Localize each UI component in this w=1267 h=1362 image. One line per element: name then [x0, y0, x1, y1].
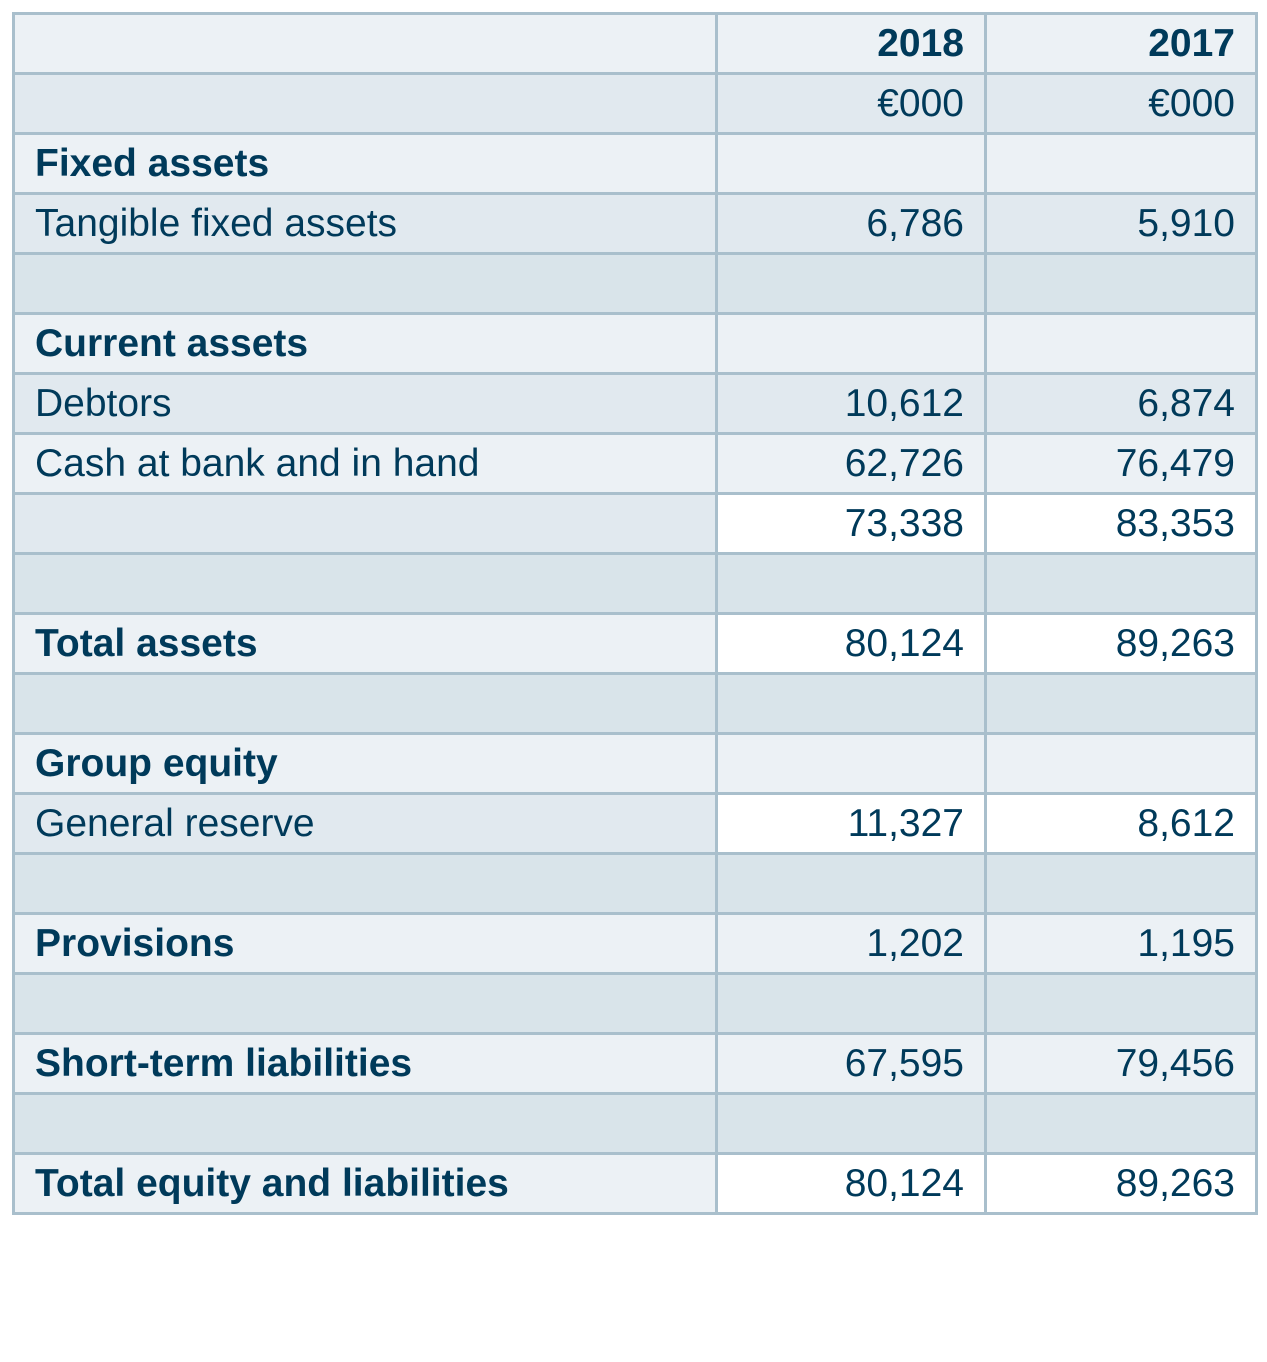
value-2018: 67,595	[715, 1032, 987, 1095]
table-row: General reserve 11,327 8,612	[12, 792, 1258, 855]
table-row: Short-term liabilities 67,595 79,456	[12, 1032, 1258, 1095]
value-2018: 73,338	[715, 492, 987, 555]
row-label: Debtors	[12, 372, 718, 435]
spacer-row	[12, 252, 1258, 315]
table-row: Provisions 1,202 1,195	[12, 912, 1258, 975]
row-label: Total assets	[12, 612, 718, 675]
value-2018: 10,612	[715, 372, 987, 435]
value-2018: 11,327	[715, 792, 987, 855]
table-row: Total equity and liabilities 80,124 89,263	[12, 1152, 1258, 1215]
value-2017	[984, 732, 1258, 795]
value-2018	[715, 732, 987, 795]
value-2017	[984, 132, 1258, 195]
value-2017	[984, 1092, 1258, 1155]
row-label	[12, 972, 718, 1035]
spacer-row	[12, 972, 1258, 1035]
value-2017	[984, 972, 1258, 1035]
value-2017: 89,263	[984, 612, 1258, 675]
row-label: General reserve	[12, 792, 718, 855]
row-label	[12, 252, 718, 315]
value-2017	[984, 312, 1258, 375]
value-2017: 8,612	[984, 792, 1258, 855]
spacer-row	[12, 852, 1258, 915]
table-row: Debtors 10,612 6,874	[12, 372, 1258, 435]
row-label: Group equity	[12, 732, 718, 795]
spacer-row	[12, 1092, 1258, 1155]
table-row: Current assets	[12, 312, 1258, 375]
value-2017: 76,479	[984, 432, 1258, 495]
value-2017: 89,263	[984, 1152, 1258, 1215]
row-label: Cash at bank and in hand	[12, 432, 718, 495]
value-2018: 62,726	[715, 432, 987, 495]
value-2018	[715, 252, 987, 315]
row-label: Short-term liabilities	[12, 1032, 718, 1095]
value-2017: 6,874	[984, 372, 1258, 435]
value-2018: 6,786	[715, 192, 987, 255]
table-row: Fixed assets	[12, 132, 1258, 195]
table-row: Group equity	[12, 732, 1258, 795]
spacer-row: 73,338 83,353	[12, 492, 1258, 555]
value-2018	[715, 312, 987, 375]
value-2017	[984, 252, 1258, 315]
value-2017: 79,456	[984, 1032, 1258, 1095]
value-2017: 1,195	[984, 912, 1258, 975]
row-label	[12, 852, 718, 915]
value-2018: 1,202	[715, 912, 987, 975]
value-2018	[715, 1092, 987, 1155]
row-label	[12, 1092, 718, 1155]
row-label	[12, 492, 718, 555]
value-2017: 83,353	[984, 492, 1258, 555]
value-2018	[715, 972, 987, 1035]
units-2018: €000	[715, 72, 987, 135]
spacer-row	[12, 552, 1258, 615]
value-2018	[715, 672, 987, 735]
value-2017	[984, 672, 1258, 735]
value-2018: 80,124	[715, 1152, 987, 1215]
header-label-cell	[12, 12, 718, 75]
table-row: Cash at bank and in hand 62,726 76,479	[12, 432, 1258, 495]
value-2017	[984, 852, 1258, 915]
balance-sheet-table: 2018 2017 €000 €000 Fixed assets Tangible…	[12, 12, 1258, 1215]
row-label: Fixed assets	[12, 132, 718, 195]
table-row: Total assets 80,124 89,263	[12, 612, 1258, 675]
value-2017	[984, 552, 1258, 615]
row-label: Current assets	[12, 312, 718, 375]
value-2018	[715, 552, 987, 615]
units-label-cell	[12, 72, 718, 135]
row-label	[12, 552, 718, 615]
row-label: Tangible fixed assets	[12, 192, 718, 255]
row-label: Total equity and liabilities	[12, 1152, 718, 1215]
row-label	[12, 672, 718, 735]
value-2017: 5,910	[984, 192, 1258, 255]
spacer-row	[12, 672, 1258, 735]
value-2018	[715, 852, 987, 915]
table-row: Tangible fixed assets 6,786 5,910	[12, 192, 1258, 255]
year-2017-header: 2017	[984, 12, 1258, 75]
value-2018: 80,124	[715, 612, 987, 675]
row-label: Provisions	[12, 912, 718, 975]
header-row-units: €000 €000	[12, 72, 1258, 135]
units-2017: €000	[984, 72, 1258, 135]
value-2018	[715, 132, 987, 195]
header-row-years: 2018 2017	[12, 12, 1258, 75]
year-2018-header: 2018	[715, 12, 987, 75]
